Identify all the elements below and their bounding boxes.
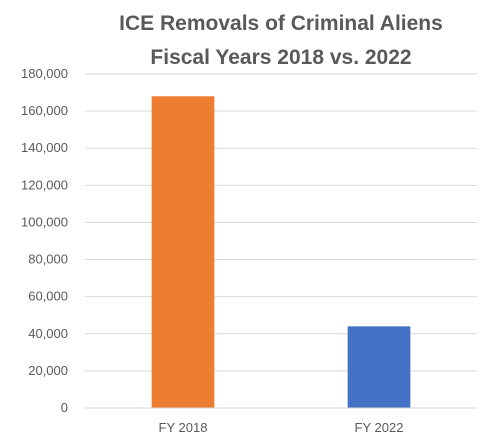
bars	[151, 96, 411, 409]
y-tick-label: 20,000	[28, 363, 68, 378]
y-tick-label: 40,000	[28, 326, 68, 341]
x-category-label: FY 2022	[355, 420, 404, 435]
y-tick-label: 120,000	[21, 177, 68, 192]
y-tick-label: 0	[61, 400, 68, 415]
chart-title-line-1: ICE Removals of Criminal Aliens	[119, 12, 443, 35]
bar-fy-2022	[347, 326, 411, 408]
y-tick-label: 60,000	[28, 289, 68, 304]
x-category-label: FY 2018	[159, 420, 208, 435]
gridlines	[85, 73, 477, 372]
y-tick-label: 80,000	[28, 252, 68, 267]
y-tick-label: 160,000	[21, 103, 68, 118]
y-tick-label: 180,000	[21, 66, 68, 81]
y-tick-label: 140,000	[21, 140, 68, 155]
y-tick-label: 100,000	[21, 214, 68, 229]
y-axis-tick-labels: 0 20,000 40,000 60,000 80,000 100,000 120,000 1…	[21, 66, 68, 415]
chart-title-line-2: Fiscal Years 2018 vs. 2022	[150, 46, 411, 69]
bar-fy-2018	[151, 96, 215, 409]
x-axis-category-labels: FY 2018 FY 2022	[159, 420, 404, 435]
